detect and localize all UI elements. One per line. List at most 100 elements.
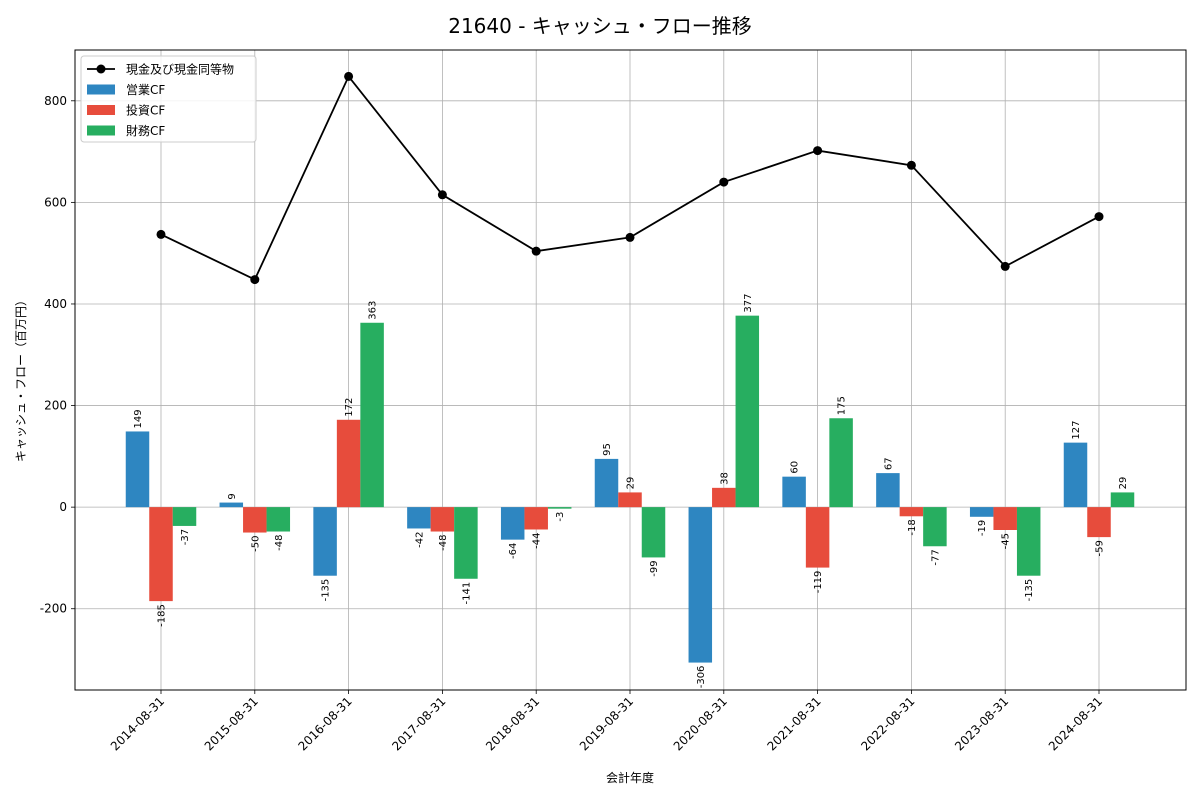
bar-value-label: -48 bbox=[274, 535, 285, 551]
bar-value-label: -141 bbox=[461, 582, 472, 605]
bar bbox=[500, 507, 525, 540]
bar-value-label: 60 bbox=[790, 461, 801, 474]
line-point bbox=[625, 232, 635, 242]
bar bbox=[688, 507, 713, 663]
bar-value-label: -119 bbox=[813, 571, 824, 594]
bar bbox=[360, 322, 384, 508]
y-tick-label: 600 bbox=[44, 195, 67, 209]
bar-value-label: 67 bbox=[883, 457, 894, 470]
bar-value-label: 377 bbox=[743, 294, 754, 313]
bar-value-label: -19 bbox=[977, 520, 988, 536]
y-tick-label: 800 bbox=[44, 94, 67, 108]
x-tick-label: 2024-08-31 bbox=[1046, 694, 1105, 753]
x-tick-label: 2016-08-31 bbox=[296, 694, 355, 753]
bar bbox=[829, 418, 853, 508]
legend-label: 財務CF bbox=[126, 123, 165, 138]
bar-value-label: -77 bbox=[930, 549, 941, 565]
grid-lines bbox=[75, 50, 1186, 690]
line-point bbox=[531, 246, 541, 256]
bar bbox=[1110, 492, 1135, 508]
bar-value-label: 95 bbox=[602, 443, 613, 456]
bar bbox=[876, 473, 900, 508]
bar-value-label: 172 bbox=[344, 398, 355, 417]
bar-value-label: 149 bbox=[133, 409, 144, 428]
y-axis-label: キャッシュ・フロー（百万円） bbox=[14, 294, 28, 462]
bar-value-label: 127 bbox=[1071, 421, 1082, 440]
x-tick-label: 2023-08-31 bbox=[952, 694, 1011, 753]
bar-value-label: 175 bbox=[837, 396, 848, 415]
bar bbox=[266, 507, 291, 532]
bar bbox=[805, 507, 830, 568]
bar-value-label: -18 bbox=[907, 519, 918, 535]
legend-label: 営業CF bbox=[126, 83, 165, 97]
legend-bar-swatch bbox=[87, 125, 115, 136]
bar bbox=[336, 419, 361, 508]
bar bbox=[712, 487, 736, 508]
bar-value-label: -135 bbox=[1024, 579, 1035, 602]
bar bbox=[125, 431, 150, 508]
bar-value-label: -64 bbox=[508, 543, 519, 559]
y-tick-label: -200 bbox=[40, 602, 67, 616]
x-tick-label: 2022-08-31 bbox=[858, 694, 917, 753]
bar bbox=[993, 507, 1017, 530]
bar-value-label: -48 bbox=[438, 535, 449, 551]
y-tick-label: 0 bbox=[59, 500, 67, 514]
bar bbox=[547, 507, 572, 509]
line-point bbox=[1094, 212, 1104, 222]
bar-value-label: 29 bbox=[626, 477, 637, 490]
bar-value-label: -306 bbox=[696, 666, 707, 689]
y-tick-label: 200 bbox=[44, 399, 67, 413]
bar-value-label: -50 bbox=[250, 536, 261, 552]
bar bbox=[407, 507, 431, 529]
bar bbox=[594, 458, 619, 508]
bar-value-label: -135 bbox=[321, 579, 332, 602]
chart-title: 21640 - キャッシュ・フロー推移 bbox=[448, 14, 752, 38]
cash-line bbox=[156, 71, 1104, 285]
bar bbox=[1016, 507, 1041, 576]
legend-marker bbox=[96, 64, 106, 74]
bar-value-label: -99 bbox=[649, 560, 660, 576]
x-axis-label: 会計年度 bbox=[606, 770, 654, 785]
line-point bbox=[906, 160, 916, 170]
bar-value-label: -37 bbox=[180, 529, 191, 545]
legend-box bbox=[80, 55, 257, 143]
y-axis-ticks: -200 0 200 400 600 800 bbox=[40, 94, 75, 616]
bar-value-label: -59 bbox=[1095, 540, 1106, 556]
bar bbox=[430, 507, 455, 532]
bar-value-label: -42 bbox=[414, 531, 425, 547]
bar bbox=[219, 502, 244, 508]
bar-value-label: -44 bbox=[532, 532, 543, 548]
bar-value-label: 38 bbox=[719, 472, 730, 485]
x-tick-label: 2018-08-31 bbox=[483, 694, 542, 753]
line-point bbox=[250, 275, 260, 285]
bar bbox=[454, 507, 478, 579]
legend-label: 現金及び現金同等物 bbox=[126, 62, 234, 77]
bar bbox=[313, 507, 337, 576]
x-tick-label: 2017-08-31 bbox=[389, 694, 448, 753]
bar bbox=[524, 507, 548, 530]
bar-value-label: -3 bbox=[555, 512, 566, 522]
bar bbox=[735, 315, 760, 508]
bar bbox=[782, 476, 806, 508]
legend-label: 投資CF bbox=[126, 103, 165, 118]
bar bbox=[899, 507, 924, 517]
bar bbox=[243, 507, 267, 533]
x-tick-label: 2019-08-31 bbox=[577, 694, 636, 753]
x-tick-label: 2014-08-31 bbox=[108, 694, 167, 753]
line-point bbox=[437, 190, 447, 200]
bar-value-label: 29 bbox=[1118, 477, 1129, 490]
line-point bbox=[156, 229, 166, 239]
line-point bbox=[344, 71, 354, 81]
bars bbox=[125, 315, 1135, 663]
y-tick-label: 400 bbox=[44, 297, 67, 311]
line-point bbox=[813, 146, 823, 156]
bar-value-label: -45 bbox=[1001, 533, 1012, 549]
bar bbox=[969, 507, 994, 517]
bar bbox=[149, 507, 173, 602]
bar bbox=[923, 507, 947, 547]
x-tick-label: 2015-08-31 bbox=[202, 694, 261, 753]
line-point bbox=[1000, 261, 1010, 271]
x-tick-label: 2020-08-31 bbox=[671, 694, 730, 753]
